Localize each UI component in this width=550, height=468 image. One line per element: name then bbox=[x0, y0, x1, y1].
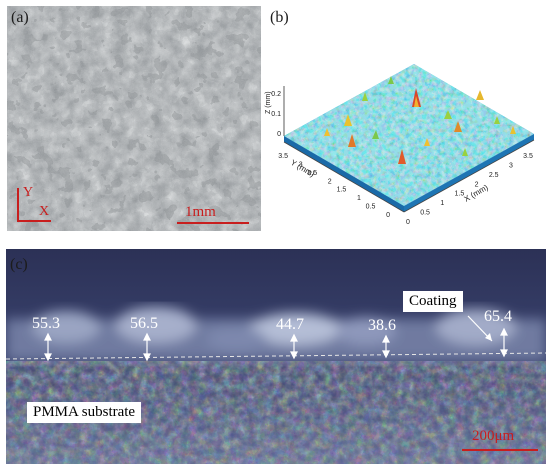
panel-c-label: (c) bbox=[10, 256, 28, 273]
x-ticks-label: 2 bbox=[475, 181, 479, 188]
x-ticks-label: 2.5 bbox=[489, 172, 499, 179]
thickness-value-5: 65.4 bbox=[484, 308, 512, 325]
scale-bar-label-c: 200μm bbox=[472, 428, 515, 444]
surface-topography-plot: 0.2 0.1 0 3.5 3 2.5 2 1.5 1 0.5 0 0 0.5 1 1.5 2 2.5 3 3.… bbox=[265, 64, 535, 226]
y-ticks-label: 0.5 bbox=[366, 204, 376, 211]
substrate-label: PMMA substrate bbox=[27, 402, 142, 423]
y-axis-label: Y (mm) bbox=[289, 158, 316, 179]
thickness-value-2: 56.5 bbox=[130, 315, 158, 332]
panel-a-label: (a) bbox=[11, 9, 29, 26]
z-ticks-label: 0.2 bbox=[271, 91, 281, 98]
surface-side-left bbox=[284, 136, 404, 212]
y-ticks-label: 3 bbox=[299, 161, 303, 168]
panel-b-3d-topography: 0.2 0.1 0 3.5 3 2.5 2 1.5 1 0.5 0 0 0.5 1 1.5 2 2.5 3 3.… bbox=[264, 6, 544, 231]
scale-bar bbox=[177, 222, 249, 224]
x-ticks-label: 1 bbox=[440, 200, 444, 207]
coating-surface-image bbox=[7, 6, 261, 231]
scale-bar-label: 1mm bbox=[185, 204, 216, 220]
x-ticks-label: 0 bbox=[406, 219, 410, 226]
x-axis-indicator-label: X bbox=[39, 204, 50, 219]
peaks bbox=[324, 76, 516, 164]
y-axis-indicator-line bbox=[17, 188, 19, 222]
panel-b-label: (b) bbox=[270, 9, 289, 26]
thickness-arrows bbox=[44, 327, 508, 362]
y-axis-indicator-label: Y bbox=[23, 185, 34, 200]
thickness-value-3: 44.7 bbox=[276, 316, 304, 333]
z-axis-label: Z (mm) bbox=[265, 91, 272, 114]
y-ticks-label: 3.5 bbox=[278, 153, 288, 160]
z-ticks-label: 0.1 bbox=[271, 111, 281, 118]
x-axis-indicator-line bbox=[17, 220, 51, 222]
thickness-value-1: 55.3 bbox=[32, 315, 60, 332]
panel-a-micrograph: (a) Y X 1mm bbox=[7, 6, 261, 231]
cross-section-image bbox=[6, 249, 546, 464]
x-ticks-label: 3.5 bbox=[523, 153, 533, 160]
x-ticks-label: 3 bbox=[509, 162, 513, 169]
interface-line bbox=[6, 352, 546, 360]
scale-bar-c bbox=[462, 449, 538, 451]
x-ticks-label: 1.5 bbox=[455, 191, 465, 198]
x-ticks-label: 0.5 bbox=[420, 210, 430, 217]
y-ticks-label: 2.5 bbox=[307, 170, 317, 177]
y-ticks-label: 1.5 bbox=[337, 187, 347, 194]
surface-side-right bbox=[404, 134, 534, 212]
panel-c-cross-section: (c) 55.3 56.5 44.7 38.6 65.4 Coating PMM… bbox=[6, 249, 546, 464]
coating-label: Coating bbox=[403, 291, 463, 312]
z-ticks-label: 0 bbox=[277, 131, 281, 138]
y-ticks-label: 1 bbox=[357, 195, 361, 202]
y-ticks-label: 0 bbox=[386, 212, 390, 219]
y-ticks-label: 2 bbox=[328, 178, 332, 185]
thickness-value-4: 38.6 bbox=[368, 317, 396, 334]
